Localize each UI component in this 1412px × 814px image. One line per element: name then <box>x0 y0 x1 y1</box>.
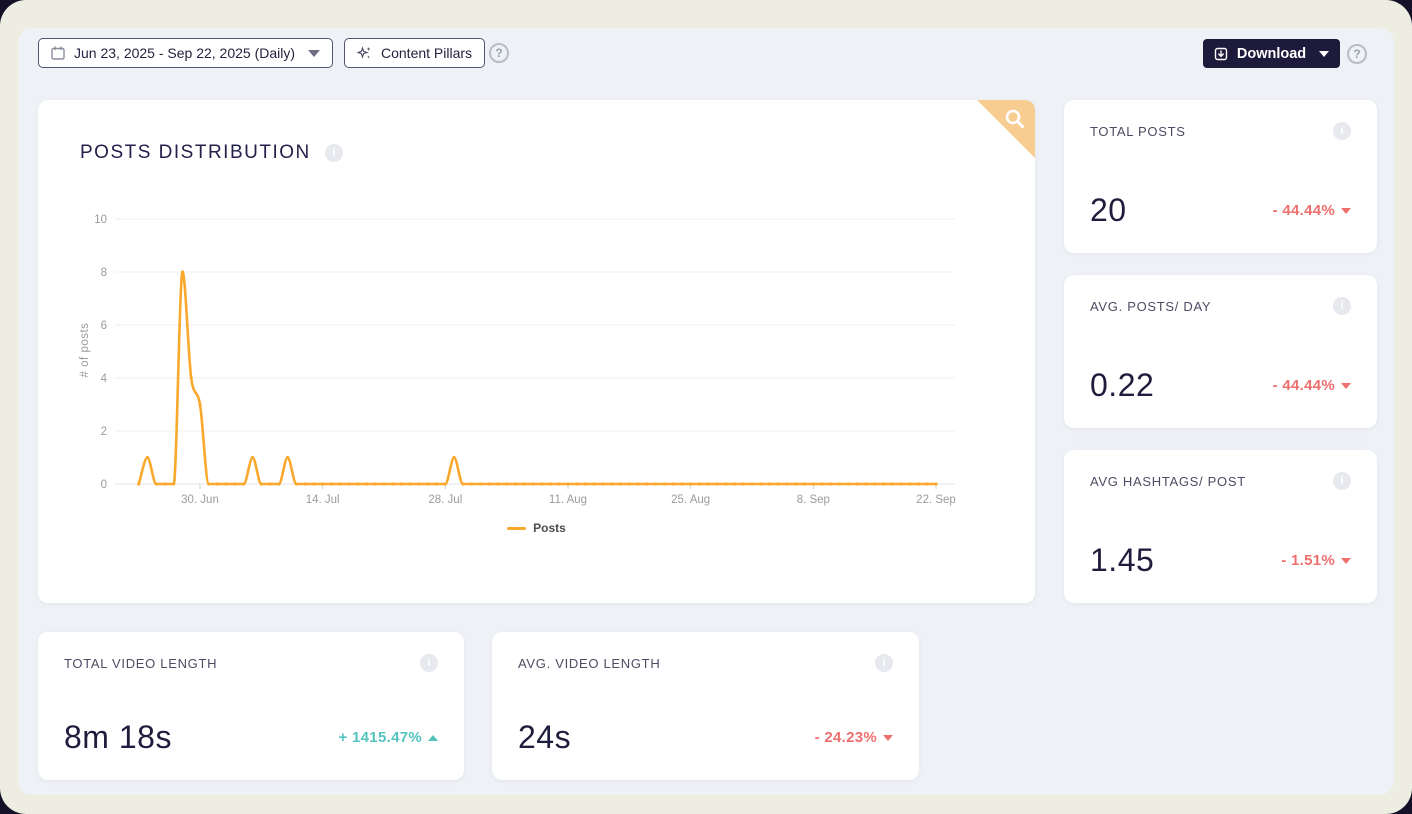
avg-video-length-card: AVG. VIDEO LENGTH i 24s - 24.23% <box>492 632 919 780</box>
info-icon[interactable]: i <box>1333 122 1351 140</box>
trend-caret-icon <box>883 734 893 741</box>
download-label: Download <box>1236 45 1307 62</box>
avg-posts-day-card: AVG. POSTS/ DAY i 0.22 - 44.44% <box>1064 275 1377 428</box>
total-video-length-card: TOTAL VIDEO LENGTH i 8m 18s + 1415.47% <box>38 632 464 780</box>
chevron-down-icon <box>308 49 321 57</box>
info-icon[interactable]: i <box>1333 472 1351 490</box>
info-icon[interactable]: i <box>875 654 893 672</box>
svg-text:6: 6 <box>101 320 107 332</box>
legend-label: Posts <box>533 521 566 535</box>
svg-text:8. Sep: 8. Sep <box>797 494 830 506</box>
stat-value: 8m 18s <box>64 719 172 755</box>
svg-text:14. Jul: 14. Jul <box>306 494 340 506</box>
info-icon[interactable]: i <box>420 654 438 672</box>
info-icon[interactable]: i <box>324 144 343 162</box>
legend-item-posts[interactable]: Posts <box>38 521 1035 535</box>
posts-line-chart: 0 2 4 6 8 10 # of posts 30. Jun 14. Jul 28. Jul 11… <box>79 214 956 506</box>
trend-caret-icon <box>1341 382 1351 389</box>
chart-title: POSTS DISTRIBUTION <box>80 142 311 163</box>
avg-hashtags-post-card: AVG HASHTAGS/ POST i 1.45 - 1.51% <box>1064 450 1377 603</box>
delta-badge: - 24.23% <box>815 729 893 746</box>
trend-caret-icon <box>1341 557 1351 564</box>
delta-badge: - 44.44% <box>1273 377 1351 394</box>
download-icon <box>1214 47 1228 60</box>
posts-distribution-card: POSTS DISTRIBUTION i 0 2 4 6 8 10 # of posts 30… <box>38 100 1035 603</box>
content-pillars-button[interactable]: Content Pillars <box>344 38 486 68</box>
sparkles-icon <box>357 45 371 59</box>
stat-value: 20 <box>1090 192 1127 228</box>
delta-badge: + 1415.47% <box>338 729 438 746</box>
trend-caret-icon <box>428 734 438 741</box>
magnifier-icon <box>1005 109 1024 128</box>
total-posts-card: TOTAL POSTS i 20 - 44.44% <box>1064 100 1377 253</box>
delta-badge: - 44.44% <box>1273 202 1351 219</box>
stat-label: TOTAL POSTS <box>1090 124 1186 139</box>
dashboard-panel: Jun 23, 2025 - Sep 22, 2025 (Daily) Cont… <box>18 28 1394 795</box>
svg-text:28. Jul: 28. Jul <box>428 494 462 506</box>
legend-marker <box>507 526 527 530</box>
svg-text:8: 8 <box>101 267 107 279</box>
stat-label: TOTAL VIDEO LENGTH <box>64 656 218 671</box>
svg-text:0: 0 <box>101 479 107 491</box>
stat-value: 0.22 <box>1090 367 1155 403</box>
svg-text:11. Aug: 11. Aug <box>549 494 587 506</box>
stat-label: AVG. POSTS/ DAY <box>1090 299 1212 314</box>
stat-label: AVG HASHTAGS/ POST <box>1090 474 1246 489</box>
chevron-down-icon <box>1319 50 1330 57</box>
trend-caret-icon <box>1341 207 1351 214</box>
svg-text:22. Sep: 22. Sep <box>916 494 956 506</box>
svg-text:10: 10 <box>94 214 107 226</box>
help-icon[interactable]: ? <box>1347 44 1367 64</box>
help-icon[interactable]: ? <box>489 43 509 63</box>
stat-label: AVG. VIDEO LENGTH <box>518 656 661 671</box>
calendar-icon <box>51 46 65 60</box>
svg-text:2: 2 <box>101 426 107 438</box>
delta-text: - 44.44% <box>1272 202 1335 219</box>
delta-text: - 24.23% <box>814 729 877 746</box>
svg-text:25. Aug: 25. Aug <box>671 494 710 506</box>
delta-text: - 44.44% <box>1272 377 1335 394</box>
delta-text: + 1415.47% <box>338 729 422 746</box>
date-range-picker[interactable]: Jun 23, 2025 - Sep 22, 2025 (Daily) <box>38 38 334 68</box>
svg-text:4: 4 <box>101 373 108 385</box>
content-pillars-label: Content Pillars <box>381 45 473 61</box>
delta-text: - 1.51% <box>1281 552 1335 569</box>
info-icon[interactable]: i <box>1333 297 1351 315</box>
delta-badge: - 1.51% <box>1281 552 1351 569</box>
svg-text:30. Jun: 30. Jun <box>181 494 219 506</box>
stat-value: 1.45 <box>1090 542 1155 578</box>
download-button[interactable]: Download <box>1203 39 1340 68</box>
svg-text:# of posts: # of posts <box>79 323 91 378</box>
date-range-label: Jun 23, 2025 - Sep 22, 2025 (Daily) <box>74 45 296 61</box>
stat-value: 24s <box>518 719 572 755</box>
